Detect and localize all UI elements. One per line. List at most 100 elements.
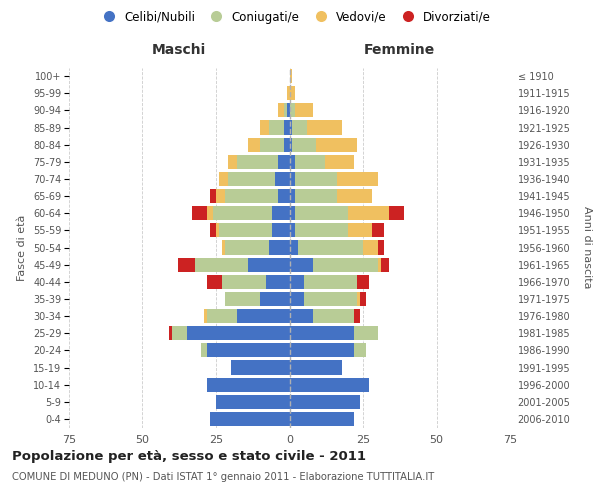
Bar: [236, 155, 278, 169]
Bar: [204, 309, 207, 323]
Y-axis label: Anni di nascita: Anni di nascita: [581, 206, 592, 289]
Bar: [360, 292, 366, 306]
Bar: [290, 378, 369, 392]
Bar: [222, 275, 266, 289]
Bar: [284, 104, 287, 118]
Bar: [290, 120, 292, 134]
Bar: [284, 120, 290, 134]
Bar: [278, 104, 284, 118]
Bar: [348, 224, 372, 237]
Bar: [295, 104, 313, 118]
Bar: [378, 240, 383, 254]
Bar: [313, 258, 378, 272]
Bar: [269, 240, 290, 254]
Bar: [225, 189, 278, 203]
Bar: [169, 326, 172, 340]
Bar: [196, 258, 248, 272]
Bar: [337, 172, 378, 186]
Bar: [290, 395, 360, 409]
Bar: [354, 344, 366, 357]
Bar: [363, 240, 378, 254]
Legend: Celibi/Nubili, Coniugati/e, Vedovi/e, Divorziati/e: Celibi/Nubili, Coniugati/e, Vedovi/e, Di…: [92, 6, 496, 28]
Bar: [337, 189, 372, 203]
Bar: [316, 138, 357, 151]
Bar: [222, 240, 225, 254]
Bar: [290, 69, 292, 83]
Bar: [260, 120, 269, 134]
Bar: [290, 138, 292, 151]
Bar: [357, 292, 360, 306]
Bar: [290, 275, 304, 289]
Bar: [290, 104, 295, 118]
Bar: [210, 189, 216, 203]
Bar: [325, 155, 354, 169]
Bar: [292, 120, 307, 134]
Bar: [304, 275, 357, 289]
Bar: [193, 206, 207, 220]
Bar: [372, 224, 383, 237]
Text: Popolazione per età, sesso e stato civile - 2011: Popolazione per età, sesso e stato civil…: [12, 450, 366, 463]
Bar: [266, 275, 290, 289]
Bar: [210, 224, 216, 237]
Text: Femmine: Femmine: [364, 43, 436, 57]
Bar: [278, 189, 290, 203]
Bar: [378, 258, 380, 272]
Bar: [357, 275, 369, 289]
Bar: [202, 344, 207, 357]
Bar: [389, 206, 404, 220]
Bar: [216, 189, 225, 203]
Bar: [216, 224, 219, 237]
Bar: [290, 292, 304, 306]
Bar: [207, 344, 290, 357]
Bar: [228, 172, 275, 186]
Bar: [187, 326, 290, 340]
Bar: [178, 258, 196, 272]
Bar: [278, 155, 290, 169]
Bar: [290, 344, 354, 357]
Bar: [295, 224, 348, 237]
Bar: [298, 240, 363, 254]
Bar: [290, 360, 343, 374]
Bar: [216, 395, 290, 409]
Bar: [287, 86, 290, 100]
Bar: [219, 224, 272, 237]
Bar: [207, 206, 213, 220]
Bar: [295, 189, 337, 203]
Bar: [275, 172, 290, 186]
Bar: [295, 172, 337, 186]
Bar: [210, 412, 290, 426]
Bar: [260, 292, 290, 306]
Bar: [290, 240, 298, 254]
Bar: [290, 206, 295, 220]
Bar: [225, 240, 269, 254]
Bar: [284, 138, 290, 151]
Bar: [290, 258, 313, 272]
Bar: [354, 326, 378, 340]
Bar: [354, 309, 360, 323]
Bar: [213, 206, 272, 220]
Y-axis label: Fasce di età: Fasce di età: [17, 214, 28, 280]
Bar: [172, 326, 187, 340]
Bar: [272, 224, 290, 237]
Bar: [228, 155, 236, 169]
Bar: [292, 138, 316, 151]
Bar: [307, 120, 343, 134]
Bar: [380, 258, 389, 272]
Bar: [207, 378, 290, 392]
Bar: [207, 309, 236, 323]
Bar: [269, 120, 284, 134]
Bar: [287, 104, 290, 118]
Bar: [290, 155, 295, 169]
Bar: [236, 309, 290, 323]
Bar: [248, 258, 290, 272]
Bar: [225, 292, 260, 306]
Text: COMUNE DI MEDUNO (PN) - Dati ISTAT 1° gennaio 2011 - Elaborazione TUTTITALIA.IT: COMUNE DI MEDUNO (PN) - Dati ISTAT 1° ge…: [12, 472, 434, 482]
Bar: [272, 206, 290, 220]
Bar: [290, 189, 295, 203]
Bar: [304, 292, 357, 306]
Bar: [290, 309, 313, 323]
Bar: [290, 326, 354, 340]
Bar: [260, 138, 284, 151]
Bar: [219, 172, 228, 186]
Bar: [290, 86, 295, 100]
